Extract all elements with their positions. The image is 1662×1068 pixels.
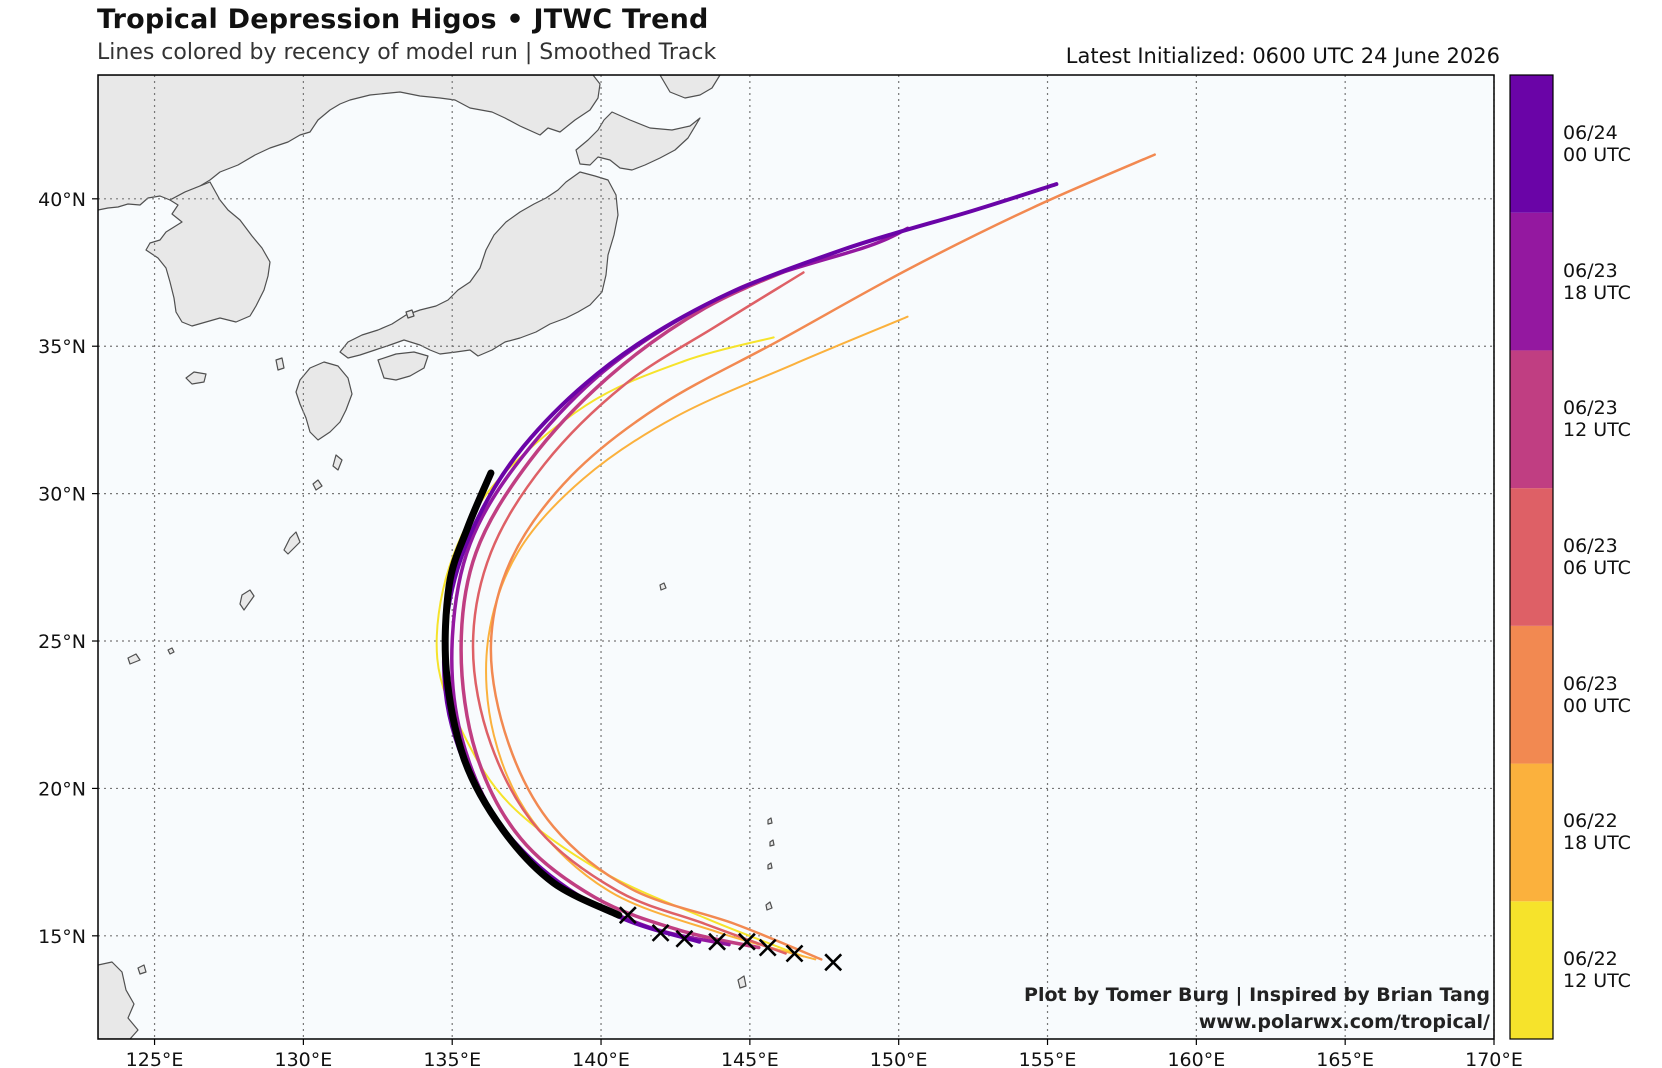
map-title: Tropical Depression Higos • JTWC Trend (97, 4, 709, 35)
colorbar-segment (1510, 212, 1553, 351)
colorbar-label: 06/22 12 UTC (1563, 948, 1631, 992)
initial-position-marker (785, 944, 804, 963)
colorbar (1510, 75, 1553, 1039)
x-tick-label: 125°E (126, 1049, 184, 1068)
y-tick-label: 20°N (38, 778, 86, 800)
colorbar-label-date: 06/24 (1563, 121, 1618, 144)
mariana-island (767, 817, 773, 825)
x-tick-label: 145°E (721, 1049, 779, 1068)
guam-island (737, 975, 747, 989)
land-layer (98, 75, 775, 1039)
colorbar-frame (1509, 74, 1554, 1040)
credit-author: Plot by Tomer Burg | Inspired by Brian T… (1024, 984, 1490, 1006)
model-track-line (471, 271, 805, 955)
colorbar-label-time: 18 UTC (1563, 281, 1631, 304)
kyushu-island (295, 361, 353, 441)
initial-position-marker (618, 906, 637, 925)
initial-position-marker (651, 923, 670, 942)
x-tick-label: 170°E (1465, 1049, 1523, 1068)
colorbar-label-date: 06/22 (1563, 810, 1618, 833)
mariana-island (765, 901, 773, 911)
initial-position-markers (618, 906, 843, 972)
official-track-line (441, 469, 623, 919)
mariana-island (769, 839, 775, 847)
y-tick-label: 15°N (38, 926, 86, 948)
graticule (98, 75, 1495, 1039)
initial-position-marker (737, 932, 756, 951)
colorbar-segment (1510, 488, 1553, 626)
y-tick-label: 25°N (38, 631, 86, 653)
model-track-line (489, 153, 1156, 961)
colorbar-label-time: 12 UTC (1563, 419, 1631, 442)
model-track-line (435, 336, 805, 958)
colorbar-label-time: 00 UTC (1563, 143, 1631, 166)
x-tick-label: 130°E (274, 1049, 332, 1068)
okinawa-island (283, 531, 301, 555)
initial-position-marker (708, 932, 727, 951)
colorbar-label-date: 06/23 (1563, 535, 1618, 557)
initial-position-marker (824, 953, 843, 972)
tsushima-island (275, 357, 285, 371)
model-track-line (459, 261, 806, 950)
x-tick-label: 165°E (1316, 1049, 1374, 1068)
jeju-island (185, 371, 207, 385)
oki-island (405, 309, 415, 319)
model-track-line (485, 315, 909, 961)
initial-position-marker (758, 938, 777, 957)
x-tick-label: 140°E (572, 1049, 630, 1068)
colorbar-label: 06/23 06 UTC (1563, 535, 1631, 579)
colorbar-label: 06/23 12 UTC (1563, 397, 1631, 441)
colorbar-label-date: 06/23 (1563, 397, 1618, 420)
axis-ticks: 125°E 130°E 135°E 140°E 145°E 150°E 155°E 160°E… (38, 189, 1523, 1068)
colorbar-label: 06/23 18 UTC (1563, 260, 1631, 304)
colorbar-segment (1510, 763, 1553, 902)
colorbar-label: 06/23 00 UTC (1563, 673, 1631, 717)
batanes-island (137, 964, 147, 975)
ryukyu-island (332, 454, 343, 471)
latest-initialized-label: Latest Initialized: 0600 UTC 24 June 202… (1065, 44, 1500, 68)
colorbar-label-time: 18 UTC (1563, 832, 1631, 855)
colorbar-label: 06/24 00 UTC (1563, 122, 1631, 166)
x-tick-label: 150°E (870, 1049, 928, 1068)
y-tick-label: 35°N (38, 336, 86, 358)
credit-website: www.polarwx.com/tropical/ (1198, 1011, 1490, 1033)
initial-position-marker (675, 929, 694, 948)
ocean-background (98, 75, 1494, 1039)
colorbar-label-date: 06/22 (1563, 948, 1618, 971)
map-frame (97, 74, 1495, 1040)
ryukyu-island (312, 479, 323, 491)
hokkaido-island (575, 111, 701, 171)
ryukyu-island (127, 653, 141, 665)
colorbar-segment (1510, 625, 1553, 764)
x-tick-label: 155°E (1019, 1049, 1077, 1068)
honshu-island (339, 171, 619, 359)
colorbar-label-time: 00 UTC (1563, 694, 1631, 717)
x-tick-label: 160°E (1167, 1049, 1225, 1068)
map-subtitle: Lines colored by recency of model run | … (97, 40, 717, 65)
x-tick-label: 135°E (423, 1049, 481, 1068)
ryukyu-island (167, 647, 175, 655)
ryukyu-island (239, 589, 255, 611)
izu-island (659, 582, 667, 591)
colorbar-label-time: 12 UTC (1563, 970, 1631, 993)
y-tick-label: 30°N (38, 484, 86, 506)
colorbar-label-time: 06 UTC (1563, 557, 1631, 579)
colorbar-segment (1510, 75, 1553, 213)
colorbar-label-date: 06/23 (1563, 672, 1618, 695)
colorbar-segment (1510, 350, 1553, 489)
shikoku-island (377, 351, 429, 381)
colorbar-segment (1510, 901, 1553, 1039)
luzon-island (98, 961, 139, 1039)
sakhalin-island (659, 75, 721, 99)
colorbar-label: 06/22 18 UTC (1563, 810, 1631, 854)
official-track (441, 469, 623, 919)
asia-mainland (98, 75, 601, 211)
korean-peninsula (145, 181, 271, 327)
colorbar-label-date: 06/23 (1563, 259, 1618, 282)
y-tick-label: 40°N (38, 189, 86, 211)
mariana-island (767, 862, 773, 870)
